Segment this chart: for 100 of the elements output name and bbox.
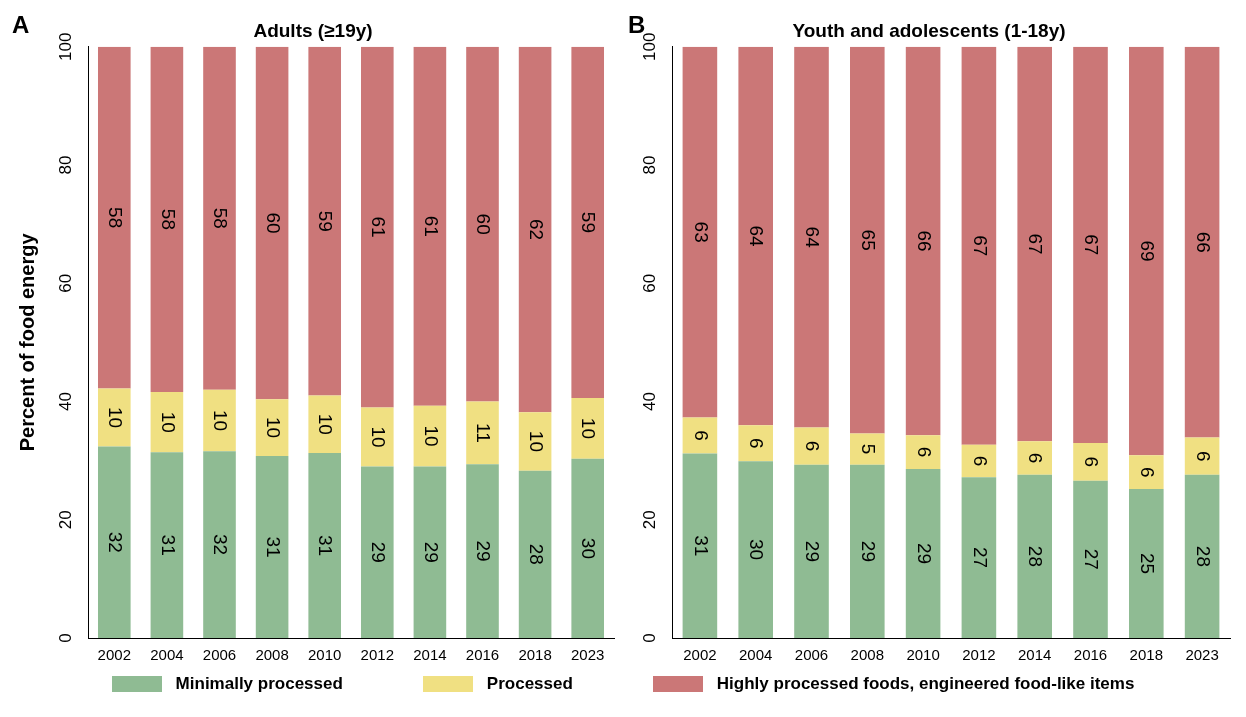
- bar: [360, 46, 394, 408]
- bar: [413, 405, 447, 467]
- bar: [571, 397, 605, 459]
- bar: [413, 466, 447, 638]
- data-label: 64: [746, 225, 768, 247]
- data-label: 6: [913, 446, 935, 458]
- data-label: 69: [1137, 240, 1159, 262]
- data-label: 10: [315, 413, 337, 435]
- x-tick-label: 2018: [1129, 646, 1163, 664]
- data-label: 10: [262, 416, 284, 439]
- data-label: 59: [578, 211, 600, 233]
- bar: [961, 46, 997, 445]
- x-tick-label: 2012: [360, 646, 394, 664]
- bar: [466, 46, 499, 402]
- data-label: 60: [473, 213, 495, 235]
- bar: [1017, 474, 1052, 638]
- data-label: 30: [746, 539, 768, 561]
- x-tick-label: 2023: [1185, 646, 1219, 664]
- bar: [571, 458, 605, 638]
- data-label: 67: [1025, 233, 1047, 255]
- bar: [150, 46, 184, 393]
- data-label: 31: [315, 534, 337, 557]
- bar: [1184, 46, 1220, 438]
- bar: [518, 46, 552, 413]
- data-label: 58: [105, 207, 127, 229]
- data-label: 10: [578, 417, 600, 439]
- x-tick-label: 2010: [308, 646, 342, 664]
- bar: [738, 46, 773, 426]
- bar: [203, 389, 236, 452]
- x-tick-label: 2012: [962, 646, 996, 664]
- x-tick-label: 2014: [413, 646, 447, 664]
- data-label: 66: [913, 230, 935, 252]
- data-label: 10: [157, 411, 179, 433]
- data-label: 6: [1137, 466, 1159, 478]
- bar: [905, 46, 941, 436]
- bar: [571, 46, 605, 398]
- bar: [518, 412, 552, 471]
- data-label: 29: [368, 541, 390, 563]
- chart-title: Adults (≥19y): [253, 19, 373, 41]
- bar: [1017, 46, 1052, 442]
- bar: [518, 470, 552, 638]
- bar: [150, 392, 184, 453]
- legend-label: Processed: [486, 674, 573, 694]
- x-tick-label: 2010: [906, 646, 940, 664]
- data-label: 10: [105, 406, 127, 429]
- y-axis-title: Percent of food energy: [15, 232, 38, 452]
- bar: [97, 446, 131, 638]
- bar: [203, 46, 236, 390]
- data-label: 10: [420, 425, 442, 447]
- bar: [150, 452, 184, 638]
- bar: [1129, 489, 1164, 638]
- data-label: 6: [1025, 452, 1047, 464]
- y-tick-label: 100: [639, 32, 659, 61]
- data-label: 28: [1025, 545, 1047, 567]
- x-tick-label: 2023: [571, 646, 605, 664]
- bar: [255, 399, 289, 456]
- data-label: 29: [802, 540, 824, 562]
- data-label: 61: [368, 216, 390, 238]
- x-tick-label: 2004: [150, 646, 184, 664]
- x-tick-label: 2004: [739, 646, 773, 664]
- x-tick-label: 2002: [683, 646, 717, 664]
- data-label: 67: [1081, 234, 1103, 256]
- x-tick-label: 2008: [850, 646, 884, 664]
- legend-label: Minimally processed: [175, 674, 343, 694]
- data-label: 25: [1137, 552, 1159, 575]
- data-label: 28: [1192, 545, 1214, 567]
- data-label: 61: [420, 215, 442, 237]
- data-label: 6: [802, 440, 824, 452]
- bar: [1073, 442, 1108, 481]
- bar: [308, 395, 342, 453]
- data-label: 6: [1192, 450, 1214, 462]
- data-label: 31: [157, 534, 179, 556]
- x-tick-label: 2016: [1073, 646, 1108, 664]
- bar: [466, 464, 499, 638]
- bar: [1073, 480, 1108, 638]
- data-label: 29: [420, 541, 442, 563]
- x-tick-label: 2016: [465, 646, 500, 664]
- x-tick-label: 2002: [97, 646, 131, 664]
- data-label: 62: [525, 218, 547, 241]
- y-tick-label: 20: [55, 510, 75, 530]
- legend-label: Highly processed foods, engineered food-like items: [716, 674, 1135, 694]
- data-label: 5: [858, 443, 880, 455]
- bar: [308, 46, 342, 396]
- bar: [360, 407, 394, 467]
- bar: [360, 466, 394, 638]
- data-label: 6: [690, 430, 712, 441]
- data-label: 10: [210, 409, 232, 432]
- data-label: 11: [473, 422, 495, 443]
- data-label: 10: [525, 430, 547, 452]
- bar: [850, 433, 885, 465]
- x-tick-label: 2018: [518, 646, 552, 664]
- x-tick-label: 2008: [255, 646, 289, 664]
- bar: [97, 388, 131, 447]
- y-tick-label: 0: [55, 633, 75, 643]
- data-label: 29: [858, 540, 880, 562]
- chart-title: Youth and adolescents (1-18y): [792, 19, 1066, 41]
- bar: [1129, 455, 1164, 490]
- bar: [1017, 441, 1052, 475]
- x-tick-label: 2006: [202, 646, 237, 664]
- data-label: 31: [262, 536, 284, 558]
